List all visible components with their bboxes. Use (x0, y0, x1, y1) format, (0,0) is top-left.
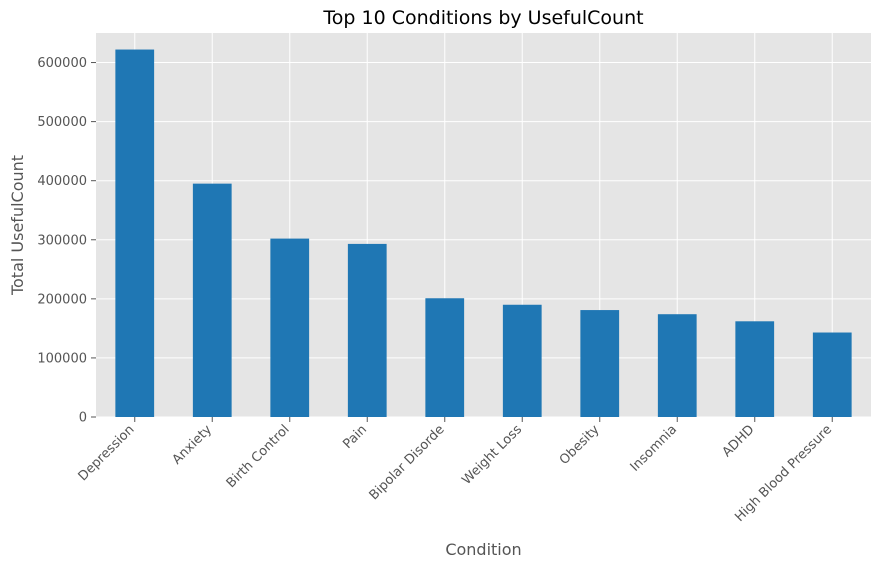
y-tick-label: 300000 (37, 233, 87, 248)
x-tick-label: Obesity (557, 422, 603, 468)
bar (580, 310, 620, 417)
y-tick-label: 200000 (37, 292, 87, 307)
y-tick-label: 400000 (37, 174, 87, 189)
x-tick-label: Weight Loss (459, 422, 525, 488)
x-tick-label: Insomnia (628, 422, 681, 475)
y-axis-label: Total UsefulCount (8, 155, 27, 296)
x-axis-label: Condition (445, 540, 521, 559)
x-tick-label: Anxiety (170, 422, 216, 468)
x-tick-label: Pain (340, 422, 370, 452)
y-tick-label: 100000 (37, 351, 87, 366)
x-axis: Depression Anxiety Birth Control PainBipola… (76, 417, 835, 525)
x-tick-label: Bipolar Disorde (367, 422, 448, 503)
bar (812, 332, 852, 417)
bar (735, 321, 775, 417)
bar (657, 314, 697, 417)
bar (347, 243, 387, 417)
y-tick-label: 500000 (37, 115, 87, 130)
bar (115, 49, 155, 418)
y-tick-label: 0 (79, 411, 87, 426)
y-tick-label: 600000 (37, 56, 87, 71)
bar (192, 183, 232, 417)
bar (502, 304, 542, 417)
chart-title: Top 10 Conditions by UsefulCount (322, 7, 643, 29)
bar (270, 238, 310, 417)
x-tick-label: Birth Control (224, 422, 293, 491)
bars (115, 49, 852, 418)
x-tick-label: ADHD (720, 422, 758, 460)
bar (425, 298, 465, 417)
y-axis: 0 100000 200000 300000 400000 500000 600000 (37, 56, 96, 426)
x-tick-label: Depression (76, 422, 138, 484)
